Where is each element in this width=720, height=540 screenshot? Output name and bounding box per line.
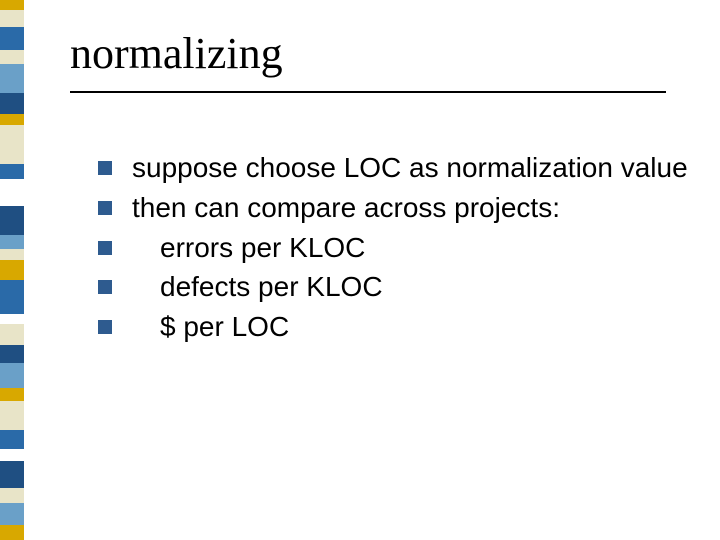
sidebar-segment (0, 345, 24, 362)
list-item: then can compare across projects: (98, 189, 700, 227)
sidebar-segment (0, 430, 24, 449)
sidebar-segment (0, 388, 24, 402)
sidebar-segment (0, 93, 24, 114)
list-item: suppose choose LOC as normalization valu… (98, 149, 700, 187)
list-item: defects per KLOC (98, 268, 700, 306)
title-divider (70, 91, 666, 93)
bullet-marker-icon (98, 161, 112, 175)
sidebar-segment (0, 64, 24, 93)
sidebar-segment (0, 324, 24, 345)
slide-content: normalizing suppose choose LOC as normal… (70, 28, 700, 348)
sidebar-segment (0, 363, 24, 388)
list-item-text: then can compare across projects: (132, 189, 700, 227)
bullet-marker-icon (98, 280, 112, 294)
sidebar-segment (0, 0, 24, 10)
sidebar-segment (0, 164, 24, 179)
list-item: errors per KLOC (98, 229, 700, 267)
sidebar-segment (0, 488, 24, 503)
list-item: $ per LOC (98, 308, 700, 346)
sidebar-segment (0, 235, 24, 249)
sidebar-segment (0, 401, 24, 430)
sidebar-segment (0, 179, 24, 206)
sidebar-segment (0, 449, 24, 461)
sidebar-segment (0, 280, 24, 315)
sidebar-segment (0, 206, 24, 235)
list-item-text: $ per LOC (132, 308, 700, 346)
sidebar-segment (0, 114, 24, 126)
slide-title: normalizing (70, 28, 700, 79)
bullet-marker-icon (98, 320, 112, 334)
list-item-text: errors per KLOC (132, 229, 700, 267)
sidebar-segment (0, 525, 24, 540)
bullet-list: suppose choose LOC as normalization valu… (70, 149, 700, 346)
decorative-sidebar (0, 0, 24, 540)
bullet-marker-icon (98, 201, 112, 215)
sidebar-segment (0, 503, 24, 524)
bullet-marker-icon (98, 241, 112, 255)
sidebar-segment (0, 27, 24, 50)
list-item-text: defects per KLOC (132, 268, 700, 306)
sidebar-segment (0, 125, 24, 164)
sidebar-segment (0, 249, 24, 261)
list-item-text: suppose choose LOC as normalization valu… (132, 149, 700, 187)
sidebar-segment (0, 461, 24, 488)
sidebar-segment (0, 10, 24, 27)
sidebar-segment (0, 50, 24, 64)
sidebar-segment (0, 260, 24, 279)
sidebar-segment (0, 314, 24, 324)
